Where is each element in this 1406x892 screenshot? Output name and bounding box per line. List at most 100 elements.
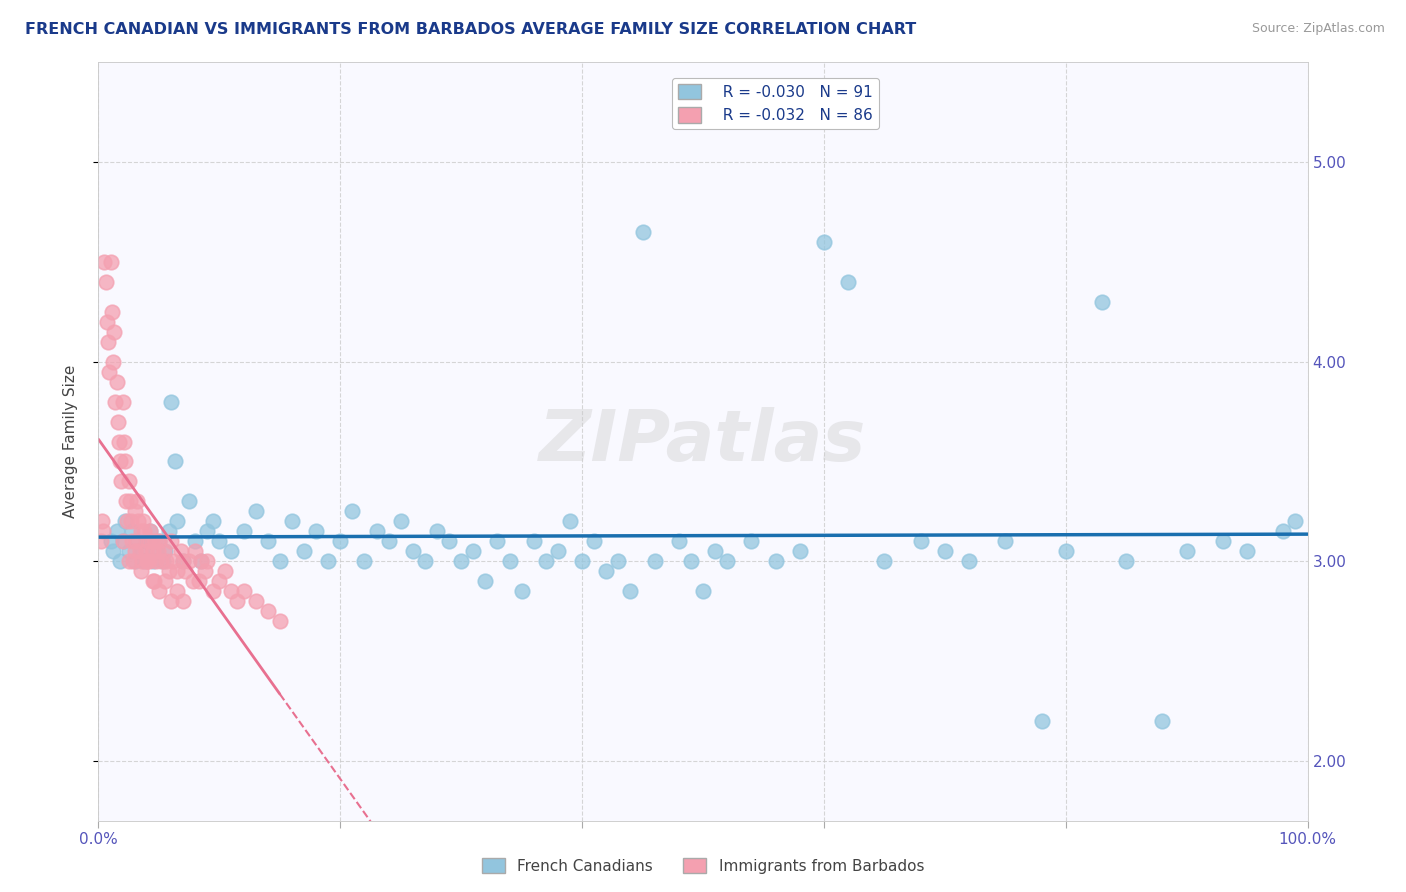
Point	[143, 574, 166, 589]
Point	[91, 524, 114, 539]
Point	[96, 315, 118, 329]
Point	[1054, 544, 1077, 558]
Point	[111, 534, 134, 549]
Point	[125, 534, 148, 549]
Point	[232, 584, 254, 599]
Point	[118, 494, 141, 508]
Point	[110, 475, 132, 489]
Point	[118, 554, 141, 568]
Point	[174, 564, 197, 578]
Point	[221, 584, 243, 599]
Point	[463, 544, 485, 558]
Point	[1115, 554, 1137, 568]
Point	[316, 554, 339, 568]
Point	[644, 554, 666, 568]
Point	[129, 524, 152, 539]
Point	[160, 394, 183, 409]
Point	[281, 514, 304, 528]
Point	[181, 574, 204, 589]
Point	[129, 564, 152, 578]
Point	[377, 534, 399, 549]
Point	[90, 534, 112, 549]
Point	[145, 544, 167, 558]
Point	[813, 235, 835, 249]
Point	[93, 255, 115, 269]
Point	[450, 554, 472, 568]
Point	[157, 564, 180, 578]
Point	[105, 524, 128, 539]
Point	[100, 534, 122, 549]
Point	[910, 534, 932, 549]
Text: Source: ZipAtlas.com: Source: ZipAtlas.com	[1251, 22, 1385, 36]
Point	[1236, 544, 1258, 558]
Point	[190, 554, 212, 568]
Point	[114, 514, 136, 528]
Point	[108, 434, 131, 449]
Point	[172, 554, 194, 568]
Point	[1284, 514, 1306, 528]
Point	[118, 544, 141, 558]
Point	[148, 534, 170, 549]
Point	[127, 514, 149, 528]
Point	[111, 394, 134, 409]
Point	[131, 554, 153, 568]
Point	[1152, 714, 1174, 728]
Point	[583, 534, 606, 549]
Point	[389, 514, 412, 528]
Point	[353, 554, 375, 568]
Point	[157, 524, 180, 539]
Point	[245, 504, 267, 518]
Point	[837, 275, 859, 289]
Point	[547, 544, 569, 558]
Point	[124, 554, 146, 568]
Point	[153, 544, 176, 558]
Point	[619, 584, 641, 599]
Point	[97, 334, 120, 349]
Point	[232, 524, 254, 539]
Point	[305, 524, 328, 539]
Point	[194, 564, 217, 578]
Point	[120, 514, 142, 528]
Point	[150, 554, 173, 568]
Point	[190, 554, 212, 568]
Point	[108, 554, 131, 568]
Point	[1175, 544, 1198, 558]
Point	[934, 544, 956, 558]
Point	[117, 514, 139, 528]
Point	[129, 544, 152, 558]
Point	[104, 394, 127, 409]
Point	[114, 454, 136, 468]
Point	[155, 554, 177, 568]
Point	[142, 554, 165, 568]
Point	[108, 454, 131, 468]
Point	[226, 594, 249, 608]
Point	[179, 554, 201, 568]
Point	[100, 255, 122, 269]
Point	[474, 574, 496, 589]
Point	[256, 534, 278, 549]
Point	[141, 534, 163, 549]
Point	[366, 524, 388, 539]
Point	[91, 514, 114, 528]
Point	[135, 554, 157, 568]
Point	[202, 584, 225, 599]
Point	[101, 544, 124, 558]
Point	[716, 554, 738, 568]
Point	[107, 415, 129, 429]
Point	[413, 554, 436, 568]
Point	[143, 534, 166, 549]
Point	[132, 514, 155, 528]
Point	[166, 514, 188, 528]
Text: ZIPatlas: ZIPatlas	[540, 407, 866, 476]
Point	[127, 534, 149, 549]
Point	[558, 514, 581, 528]
Point	[208, 534, 231, 549]
Point	[221, 544, 243, 558]
Point	[124, 544, 146, 558]
Point	[135, 544, 157, 558]
Point	[139, 524, 162, 539]
Point	[179, 494, 201, 508]
Point	[121, 524, 143, 539]
Point	[142, 544, 165, 558]
Point	[136, 534, 159, 549]
